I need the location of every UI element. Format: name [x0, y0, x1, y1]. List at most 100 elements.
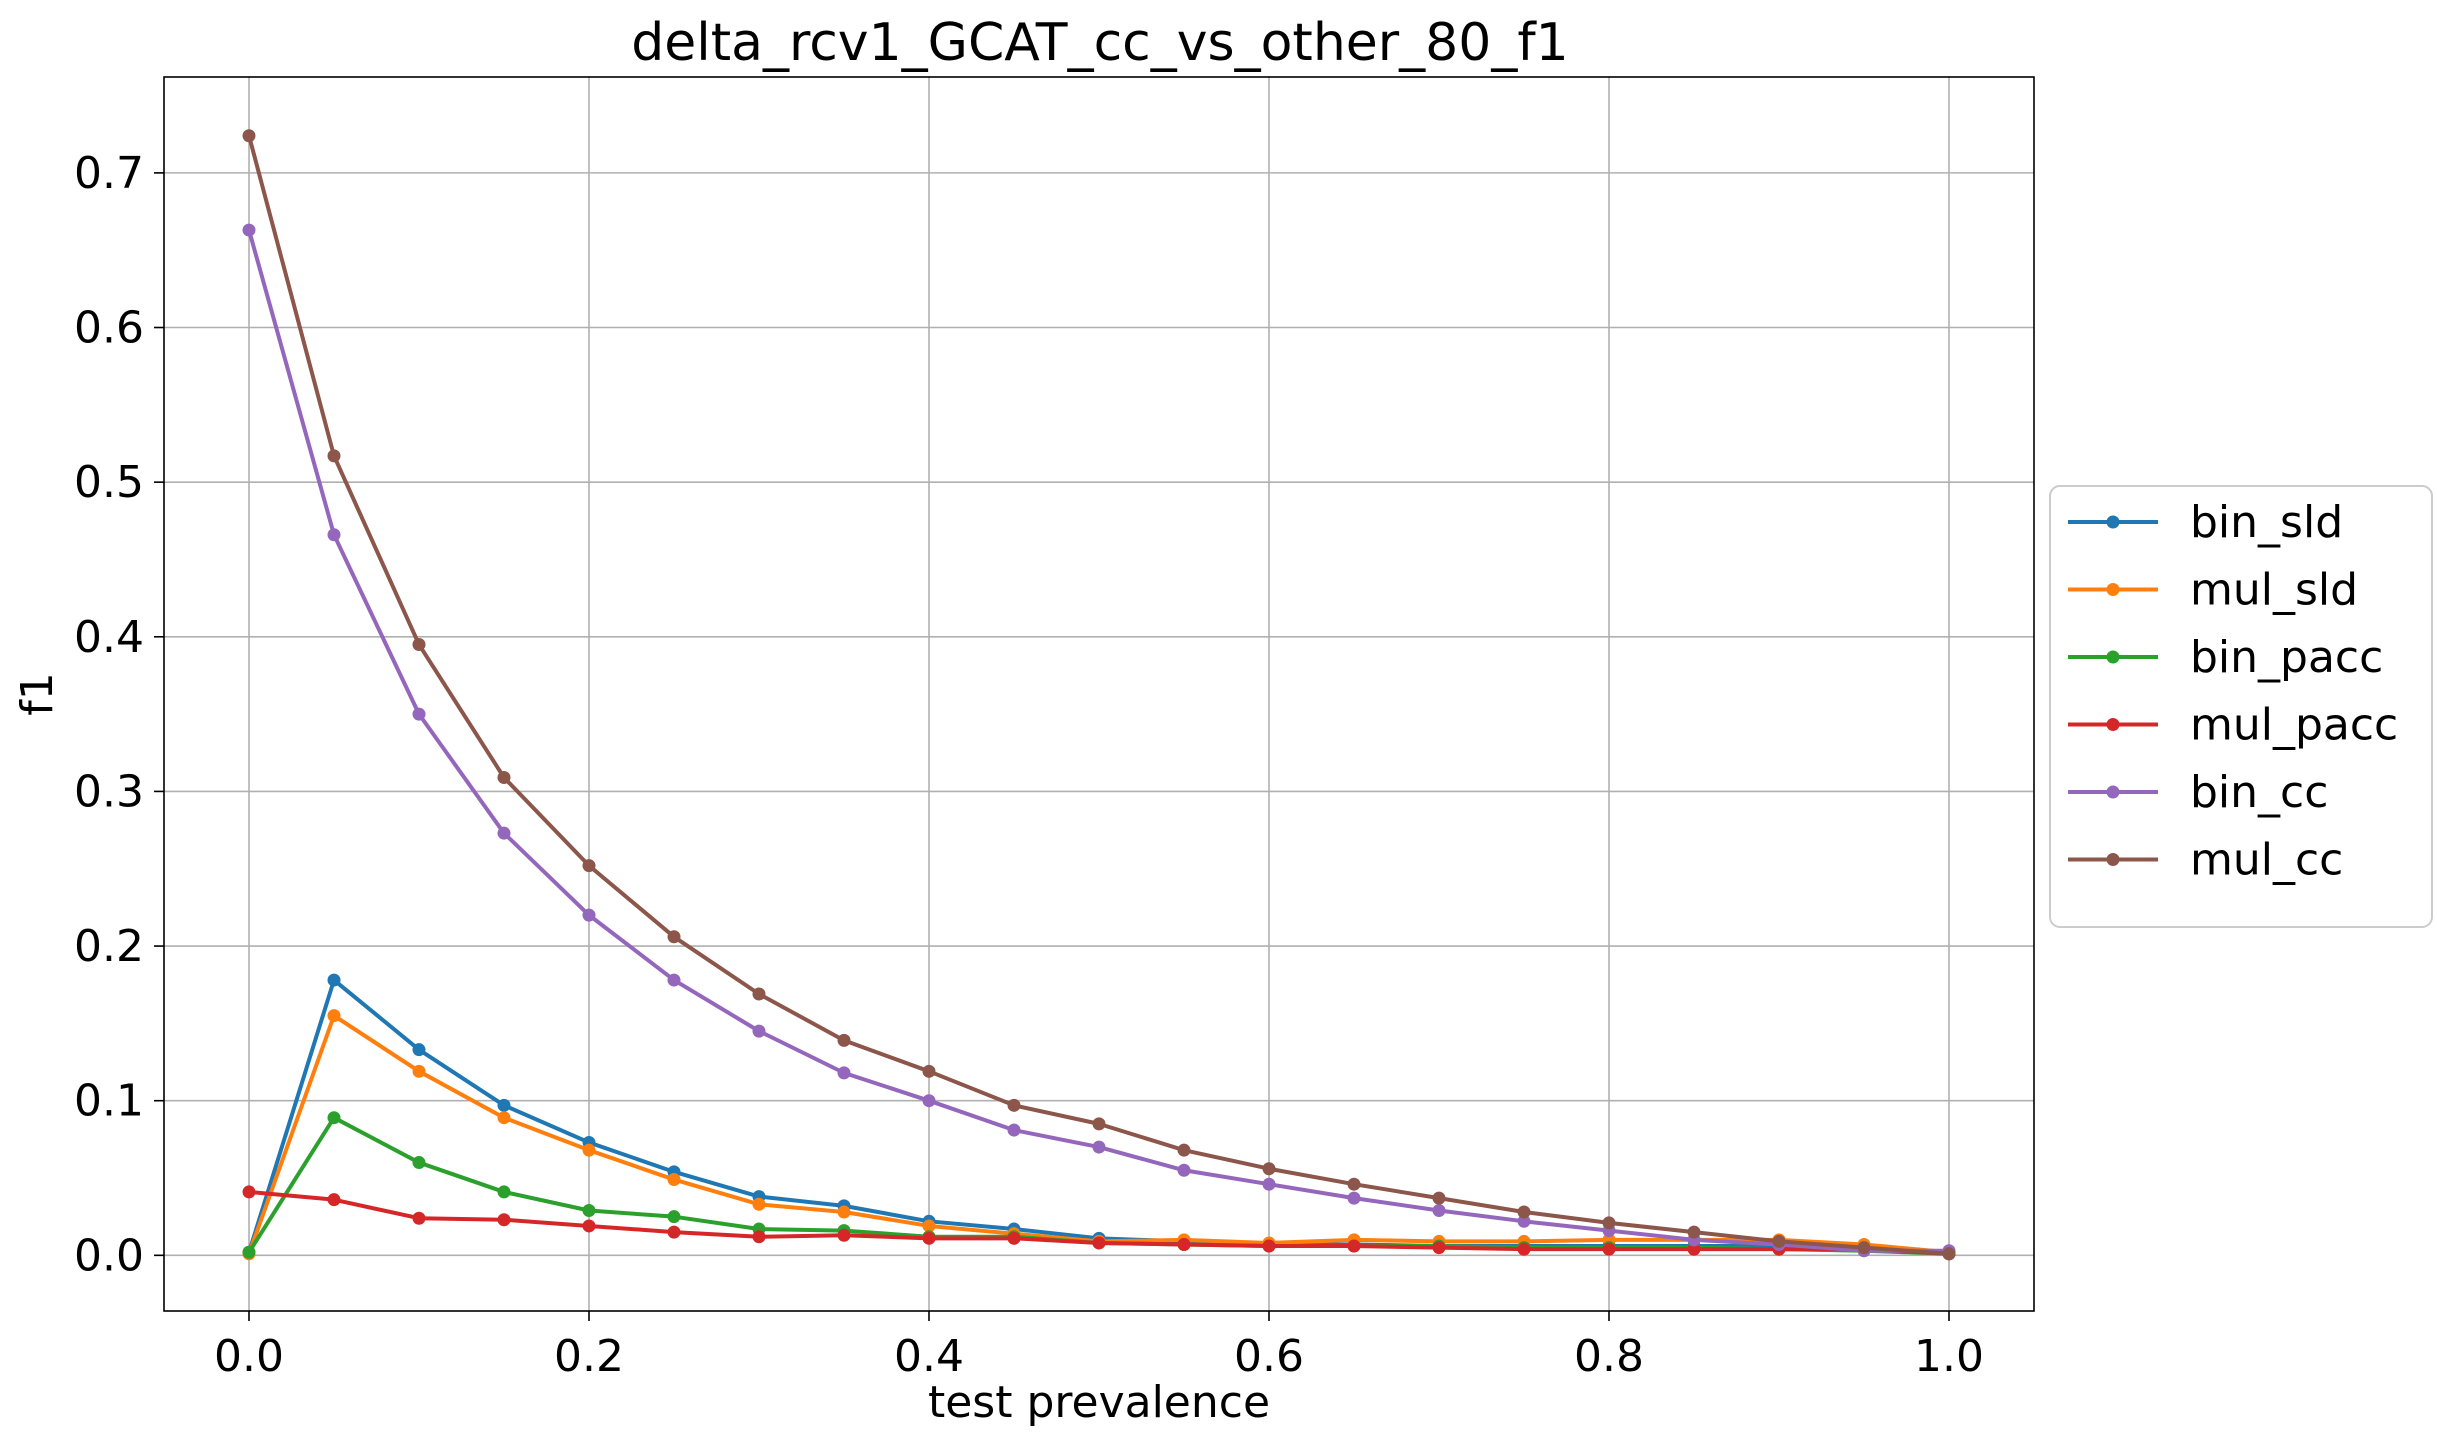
data-point [412, 1156, 426, 1170]
data-point [922, 1064, 936, 1078]
data-point [1602, 1242, 1616, 1256]
data-point [1092, 1236, 1106, 1250]
data-point [327, 528, 341, 542]
data-point [752, 1230, 766, 1244]
data-point [327, 973, 341, 987]
data-point [1092, 1140, 1106, 1154]
data-point [1007, 1231, 1021, 1245]
data-point [497, 1111, 511, 1125]
chart-title: delta_rcv1_GCAT_cc_vs_other_80_f1 [631, 13, 1568, 73]
data-point [497, 1185, 511, 1199]
data-point [1177, 1143, 1191, 1157]
x-tick-label: 0.8 [1574, 1331, 1644, 1382]
data-point [242, 1245, 256, 1259]
data-point [242, 129, 256, 143]
series-mul-pacc [242, 1185, 1956, 1261]
data-point [667, 1173, 681, 1187]
data-point [1687, 1242, 1701, 1256]
legend-item: bin_sld [2068, 497, 2343, 548]
plot-frame [163, 76, 2035, 1312]
legend-item: mul_pacc [2068, 700, 2398, 751]
data-point [922, 1231, 936, 1245]
axis-ticks: 0.0 0.2 0.4 0.6 0.8 1.0 0.0 0.1 0.2 0.3 0.4 0.5 0.6 0… [74, 148, 1984, 1382]
data-point [242, 223, 256, 237]
data-point [497, 826, 511, 840]
data-point [412, 638, 426, 652]
data-point [497, 1098, 511, 1112]
y-tick-label: 0.7 [74, 148, 144, 199]
x-tick-label: 0.0 [214, 1331, 284, 1382]
data-point [1177, 1163, 1191, 1177]
data-point [327, 1009, 341, 1023]
data-point [1432, 1241, 1446, 1255]
x-tick-label: 1.0 [1914, 1331, 1984, 1382]
y-tick-label: 0.1 [74, 1076, 144, 1127]
legend-box [2049, 485, 2433, 928]
data-point [1687, 1225, 1701, 1239]
data-point [1262, 1162, 1276, 1176]
series-mul-cc [242, 129, 1956, 1261]
data-point [1517, 1205, 1531, 1219]
data-point [497, 771, 511, 785]
data-point [922, 1094, 936, 1108]
data-point [1857, 1241, 1871, 1255]
legend-item: bin_cc [2068, 767, 2328, 818]
y-tick-label: 0.5 [74, 457, 144, 508]
data-point [837, 1228, 851, 1242]
data-point [667, 1225, 681, 1239]
data-point [1432, 1203, 1446, 1217]
data-point [1007, 1123, 1021, 1137]
data-point [1177, 1238, 1191, 1252]
legend-swatch-marker [2106, 785, 2120, 799]
data-point [582, 908, 596, 922]
legend-item: mul_cc [2068, 835, 2343, 886]
data-point [1432, 1191, 1446, 1205]
data-point [412, 1043, 426, 1057]
data-point [752, 1197, 766, 1211]
data-point [1092, 1117, 1106, 1131]
data-point [582, 1219, 596, 1233]
data-point [242, 1185, 256, 1199]
x-tick-label: 0.4 [894, 1331, 964, 1382]
legend-swatch-marker [2106, 515, 2120, 529]
data-point [1942, 1247, 1956, 1261]
data-point [497, 1213, 511, 1227]
legend-label: bin_cc [2190, 767, 2328, 818]
data-point [837, 1205, 851, 1219]
series-bin-cc [242, 223, 1956, 1258]
legend-item: mul_sld [2068, 565, 2358, 616]
data-point [1517, 1214, 1531, 1228]
legend-swatch-marker [2106, 583, 2120, 596]
y-axis-label: f1 [12, 672, 63, 715]
data-point [837, 1033, 851, 1047]
data-point [752, 1024, 766, 1038]
data-point [582, 859, 596, 873]
legend-label: mul_pacc [2190, 700, 2398, 751]
y-tick-label: 0.3 [74, 766, 144, 817]
data-point [752, 987, 766, 1001]
series-layer [242, 129, 1956, 1261]
data-point [327, 1193, 341, 1207]
x-tick-label: 0.6 [1234, 1331, 1304, 1382]
y-tick-label: 0.4 [74, 612, 144, 663]
y-tick-label: 0.0 [74, 1230, 144, 1281]
data-point [1347, 1239, 1361, 1253]
legend-swatch-marker [2106, 718, 2120, 731]
data-point [1262, 1239, 1276, 1253]
data-point [667, 930, 681, 944]
legend-label: mul_sld [2190, 565, 2358, 616]
data-point [1347, 1191, 1361, 1205]
data-point [412, 707, 426, 721]
legend-swatch-marker [2106, 650, 2120, 664]
data-point [667, 973, 681, 987]
data-point [1772, 1234, 1786, 1248]
data-point [1602, 1216, 1616, 1230]
data-point [327, 449, 341, 463]
data-point [327, 1111, 341, 1125]
y-tick-label: 0.2 [74, 921, 144, 972]
data-point [1007, 1098, 1021, 1112]
data-point [412, 1211, 426, 1225]
data-point [667, 1210, 681, 1224]
